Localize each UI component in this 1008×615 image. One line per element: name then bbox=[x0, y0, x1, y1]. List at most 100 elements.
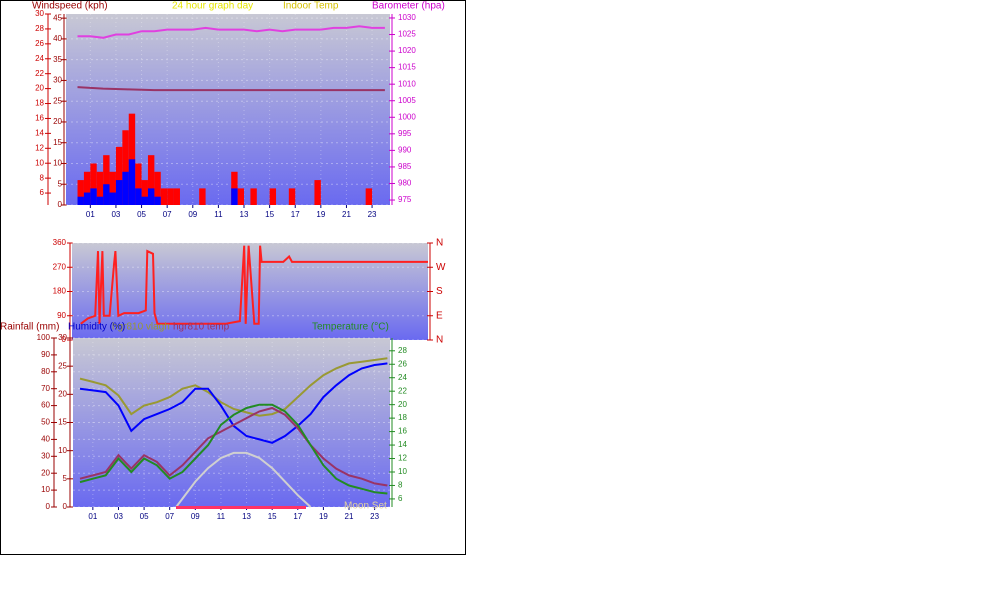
y3-tick-label: 10 bbox=[58, 446, 67, 455]
y3-tick-label: 22 bbox=[35, 69, 44, 78]
bar bbox=[115, 146, 123, 205]
bar bbox=[141, 180, 148, 205]
y-tick-label: 20 bbox=[53, 117, 62, 126]
legend-label: hgr810 vlagh bbox=[112, 322, 170, 333]
x-tick-label: 09 bbox=[191, 512, 200, 521]
y2-tick-label: 1015 bbox=[398, 63, 416, 72]
bar bbox=[96, 196, 104, 205]
y3-tick-label: 5 bbox=[63, 474, 68, 483]
y2-tick-label: 990 bbox=[398, 145, 412, 154]
y3-tick-label: 6 bbox=[40, 188, 45, 197]
bar bbox=[250, 188, 257, 205]
bar bbox=[314, 180, 321, 205]
y-tick-label: 45 bbox=[53, 13, 62, 22]
bar bbox=[90, 163, 97, 205]
y2-tick-label: W bbox=[436, 262, 446, 273]
x-tick-label: 13 bbox=[240, 210, 249, 219]
x-tick-label: 13 bbox=[242, 512, 251, 521]
bar bbox=[147, 155, 155, 205]
bar bbox=[109, 192, 116, 205]
y2-tick-label: 980 bbox=[398, 179, 412, 188]
y2-tick-label: 1000 bbox=[398, 112, 416, 121]
y2-tick-label: 1010 bbox=[398, 79, 416, 88]
y-tick-label: 40 bbox=[41, 435, 50, 444]
y2-tick-label: 28 bbox=[398, 346, 407, 355]
y-tick-label: 30 bbox=[53, 76, 62, 85]
y2-tick-label: 20 bbox=[398, 400, 407, 409]
y2-tick-label: 16 bbox=[398, 427, 407, 436]
y3-tick-label: 15 bbox=[58, 418, 67, 427]
x-tick-label: 09 bbox=[188, 210, 197, 219]
bar bbox=[122, 130, 129, 205]
x-tick-label: 01 bbox=[86, 210, 95, 219]
bar bbox=[199, 188, 206, 205]
y3-tick-label: 26 bbox=[35, 39, 44, 48]
legend-label: Indoor Temp bbox=[283, 1, 339, 12]
y-tick-label: 10 bbox=[53, 159, 62, 168]
line bbox=[175, 451, 312, 508]
y2-tick-label: 8 bbox=[398, 481, 403, 490]
bar bbox=[90, 188, 97, 205]
y3-tick-label: 20 bbox=[35, 84, 44, 93]
bar bbox=[77, 196, 84, 205]
bar bbox=[160, 188, 168, 205]
y2-tick-label: 1025 bbox=[398, 30, 416, 39]
x-tick-label: 03 bbox=[114, 512, 123, 521]
x-tick-label: 21 bbox=[342, 210, 351, 219]
daylight-bar bbox=[176, 506, 306, 509]
bar bbox=[135, 163, 142, 205]
x-tick-label: 11 bbox=[214, 210, 223, 219]
y2-tick-label: N bbox=[436, 335, 443, 346]
y-tick-label: 360 bbox=[53, 238, 67, 247]
x-tick-label: 15 bbox=[268, 512, 277, 521]
bar bbox=[83, 171, 91, 205]
bar bbox=[154, 171, 161, 205]
bar bbox=[115, 180, 123, 205]
y-tick-label: 50 bbox=[41, 418, 50, 427]
y2-tick-label: 1005 bbox=[398, 96, 416, 105]
bar bbox=[109, 171, 116, 205]
bar bbox=[147, 188, 155, 205]
bar bbox=[167, 188, 174, 205]
y2-tick-label: 14 bbox=[398, 440, 407, 449]
bar bbox=[122, 171, 129, 205]
bar bbox=[269, 188, 277, 205]
chart-title: 24 hour graph day bbox=[172, 1, 253, 12]
y2-tick-label: 12 bbox=[398, 454, 407, 463]
y2-tick-label: 975 bbox=[398, 195, 412, 204]
bar bbox=[365, 188, 373, 205]
y3-tick-label: 20 bbox=[58, 389, 67, 398]
y3-tick-label: 30 bbox=[58, 333, 67, 342]
y-tick-label: 10 bbox=[41, 485, 50, 494]
y-tick-label: 35 bbox=[53, 55, 62, 64]
line bbox=[77, 25, 385, 39]
line bbox=[77, 86, 385, 92]
bar bbox=[154, 196, 161, 205]
y2-tick-label: 10 bbox=[398, 467, 407, 476]
x-tick-label: 17 bbox=[293, 512, 302, 521]
bar bbox=[237, 188, 245, 205]
y-tick-label: 70 bbox=[41, 384, 50, 393]
x-tick-label: 15 bbox=[265, 210, 274, 219]
x-tick-label: 05 bbox=[137, 210, 146, 219]
y-tick-label: 0 bbox=[58, 200, 63, 209]
line bbox=[79, 406, 388, 487]
legend-label: hgr810 temp bbox=[173, 322, 230, 333]
bar bbox=[231, 188, 238, 205]
y2-tick-label: 22 bbox=[398, 386, 407, 395]
bar bbox=[128, 159, 136, 205]
y3-tick-label: 10 bbox=[35, 158, 44, 167]
y-tick-label: 5 bbox=[58, 179, 63, 188]
x-tick-label: 19 bbox=[316, 210, 325, 219]
y2-tick-label: S bbox=[436, 286, 443, 297]
y3-tick-label: 0 bbox=[63, 502, 68, 511]
y2-tick-label: 995 bbox=[398, 129, 412, 138]
bar bbox=[103, 184, 110, 205]
y3-tick-label: 12 bbox=[35, 143, 44, 152]
axis-title: Temperature (°C) bbox=[312, 322, 389, 333]
bar bbox=[83, 192, 91, 205]
y-tick-label: 15 bbox=[53, 138, 62, 147]
y3-tick-label: 25 bbox=[58, 361, 67, 370]
y-tick-label: 90 bbox=[57, 311, 66, 320]
